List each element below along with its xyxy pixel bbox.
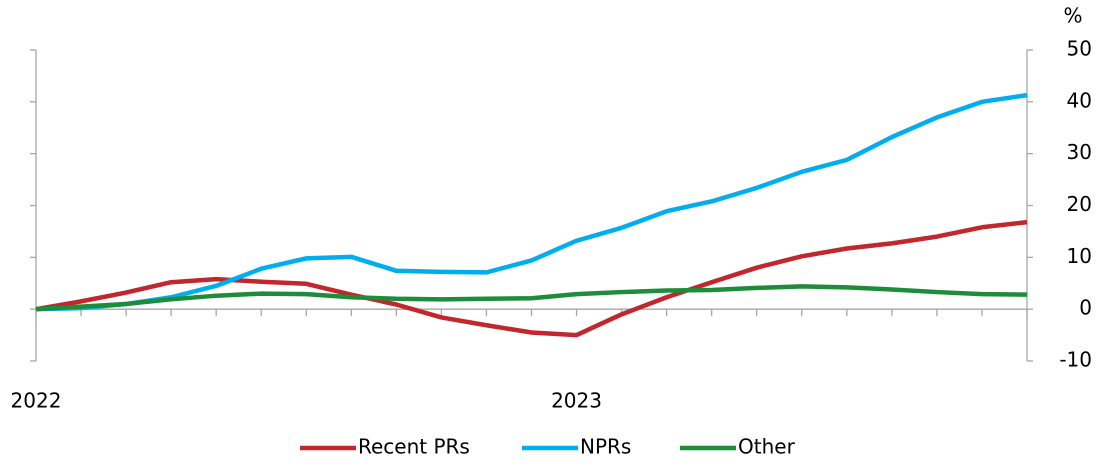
legend-label: NPRs (580, 435, 631, 459)
y-unit: % (1063, 4, 1082, 28)
y-tick-label: -10 (1059, 348, 1092, 372)
series-line (35, 92, 1028, 312)
y-tick-label: 20 (1067, 192, 1092, 216)
legend-label: Recent PRs (358, 435, 470, 459)
series-line (35, 219, 1028, 338)
y-tick-label: 30 (1067, 140, 1092, 164)
y-tick-label: 40 (1067, 88, 1092, 112)
x-tick-label: 2023 (551, 389, 602, 413)
y-tick-label: 10 (1067, 244, 1092, 268)
legend-label: Other (738, 435, 796, 459)
series-line (35, 284, 1028, 312)
y-tick-label: 50 (1067, 37, 1092, 61)
x-tick-label: 2022 (11, 389, 62, 413)
y-tick-label: 0 (1079, 296, 1092, 320)
